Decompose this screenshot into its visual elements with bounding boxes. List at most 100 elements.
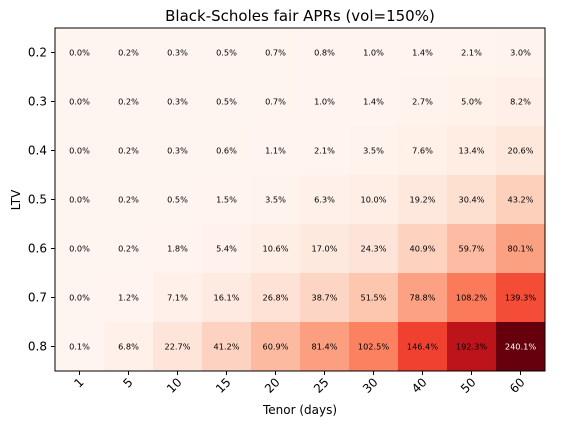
cell-value-label: 22.7% bbox=[164, 342, 190, 352]
heatmap-cell bbox=[202, 28, 252, 78]
cell-value-label: 0.0% bbox=[69, 293, 90, 303]
heatmap-cell bbox=[153, 28, 203, 78]
heatmap-cell bbox=[349, 322, 399, 372]
chart-title: Black-Scholes fair APRs (vol=150%) bbox=[165, 7, 435, 25]
cell-value-label: 0.0% bbox=[69, 48, 90, 58]
cell-value-label: 0.0% bbox=[69, 195, 90, 205]
heatmap-cell bbox=[153, 322, 203, 372]
cell-value-label: 19.2% bbox=[409, 195, 435, 205]
y-tick-label: 0.8 bbox=[28, 340, 47, 354]
heatmap-cell bbox=[202, 77, 252, 127]
heatmap-cell bbox=[55, 77, 105, 127]
heatmap-cell bbox=[398, 322, 448, 372]
x-tick-label: 30 bbox=[360, 375, 381, 396]
cell-value-label: 51.5% bbox=[360, 293, 386, 303]
heatmap-cell bbox=[251, 273, 301, 323]
cell-value-label: 5.0% bbox=[461, 97, 482, 107]
cell-value-label: 2.1% bbox=[314, 146, 335, 156]
cell-value-label: 0.3% bbox=[167, 48, 188, 58]
cell-value-label: 20.6% bbox=[507, 146, 533, 156]
cell-value-label: 0.2% bbox=[118, 195, 139, 205]
heatmap-cell bbox=[447, 273, 497, 323]
cell-value-label: 59.7% bbox=[458, 244, 484, 254]
cell-value-label: 2.7% bbox=[412, 97, 433, 107]
cell-value-label: 0.2% bbox=[118, 244, 139, 254]
heatmap-cell bbox=[496, 28, 546, 78]
heatmap-cell bbox=[447, 322, 497, 372]
heatmap-cell bbox=[398, 28, 448, 78]
cell-value-label: 0.6% bbox=[216, 146, 237, 156]
heatmap-cell bbox=[202, 175, 252, 225]
heatmap-cell bbox=[55, 126, 105, 176]
heatmap-cell bbox=[300, 273, 350, 323]
cell-value-label: 6.8% bbox=[118, 342, 139, 352]
heatmap-cell bbox=[202, 126, 252, 176]
heatmap-cell bbox=[104, 126, 154, 176]
cell-value-label: 0.5% bbox=[167, 195, 188, 205]
cell-value-label: 78.8% bbox=[409, 293, 435, 303]
heatmap-cell bbox=[447, 126, 497, 176]
heatmap-cell bbox=[349, 273, 399, 323]
cell-value-label: 7.6% bbox=[412, 146, 433, 156]
heatmap-cell bbox=[55, 28, 105, 78]
heatmap-cells: 0.0% 0.2% 0.3% 0.5% 0.7% 0.8% 1.0% 1.4% 2.1% 3.0%… bbox=[55, 28, 546, 372]
cell-value-label: 1.0% bbox=[314, 97, 335, 107]
cell-value-label: 24.3% bbox=[360, 244, 386, 254]
cell-value-label: 0.0% bbox=[69, 97, 90, 107]
heatmap-cell bbox=[447, 28, 497, 78]
x-tick-label: 1 bbox=[71, 375, 86, 390]
heatmap-cell bbox=[398, 126, 448, 176]
heatmap-cell bbox=[251, 126, 301, 176]
heatmap-cell bbox=[202, 322, 252, 372]
heatmap-cell bbox=[496, 175, 546, 225]
x-tick-labels: 1 5 10 15 20 25 30 40 50 60 bbox=[71, 371, 528, 396]
y-tick-label: 0.7 bbox=[28, 291, 47, 305]
cell-value-label: 41.2% bbox=[213, 342, 239, 352]
cell-value-label: 0.7% bbox=[265, 48, 286, 58]
x-tick-label: 15 bbox=[213, 375, 234, 396]
y-axis-label: LTV bbox=[9, 189, 23, 210]
heatmap-cell bbox=[349, 77, 399, 127]
heatmap-cell bbox=[202, 224, 252, 274]
heatmap-cell bbox=[447, 175, 497, 225]
cell-value-label: 1.0% bbox=[363, 48, 384, 58]
cell-value-label: 102.5% bbox=[358, 342, 389, 352]
heatmap-cell bbox=[104, 28, 154, 78]
heatmap-cell bbox=[398, 224, 448, 274]
x-tick-label: 10 bbox=[164, 375, 185, 396]
cell-value-label: 40.9% bbox=[409, 244, 435, 254]
cell-value-label: 2.1% bbox=[461, 48, 482, 58]
cell-value-label: 5.4% bbox=[216, 244, 237, 254]
heatmap-cell bbox=[153, 224, 203, 274]
heatmap-cell bbox=[496, 224, 546, 274]
cell-value-label: 1.5% bbox=[216, 195, 237, 205]
cell-value-label: 8.2% bbox=[510, 97, 531, 107]
cell-value-label: 7.1% bbox=[167, 293, 188, 303]
heatmap-cell bbox=[104, 175, 154, 225]
cell-value-label: 0.3% bbox=[167, 146, 188, 156]
cell-value-label: 13.4% bbox=[458, 146, 484, 156]
heatmap-cell bbox=[104, 224, 154, 274]
cell-value-label: 38.7% bbox=[311, 293, 337, 303]
heatmap-cell bbox=[398, 175, 448, 225]
y-tick-labels: 0.2 0.3 0.4 0.5 0.6 0.7 0.8 bbox=[28, 46, 55, 354]
cell-value-label: 0.2% bbox=[118, 146, 139, 156]
heatmap-cell bbox=[55, 322, 105, 372]
cell-value-label: 0.0% bbox=[69, 244, 90, 254]
x-axis-label: Tenor (days) bbox=[262, 403, 337, 417]
cell-value-label: 192.3% bbox=[456, 342, 487, 352]
cell-value-label: 0.1% bbox=[69, 342, 90, 352]
x-tick-label: 60 bbox=[507, 375, 528, 396]
y-tick-label: 0.2 bbox=[28, 46, 47, 60]
heatmap-cell bbox=[300, 224, 350, 274]
heatmap-cell bbox=[300, 126, 350, 176]
cell-value-label: 3.5% bbox=[363, 146, 384, 156]
cell-value-label: 0.2% bbox=[118, 48, 139, 58]
heatmap-cell bbox=[153, 273, 203, 323]
heatmap-cell bbox=[251, 322, 301, 372]
cell-value-label: 108.2% bbox=[456, 293, 487, 303]
heatmap-cell bbox=[202, 273, 252, 323]
x-tick-label: 50 bbox=[458, 375, 479, 396]
cell-value-label: 6.3% bbox=[314, 195, 335, 205]
